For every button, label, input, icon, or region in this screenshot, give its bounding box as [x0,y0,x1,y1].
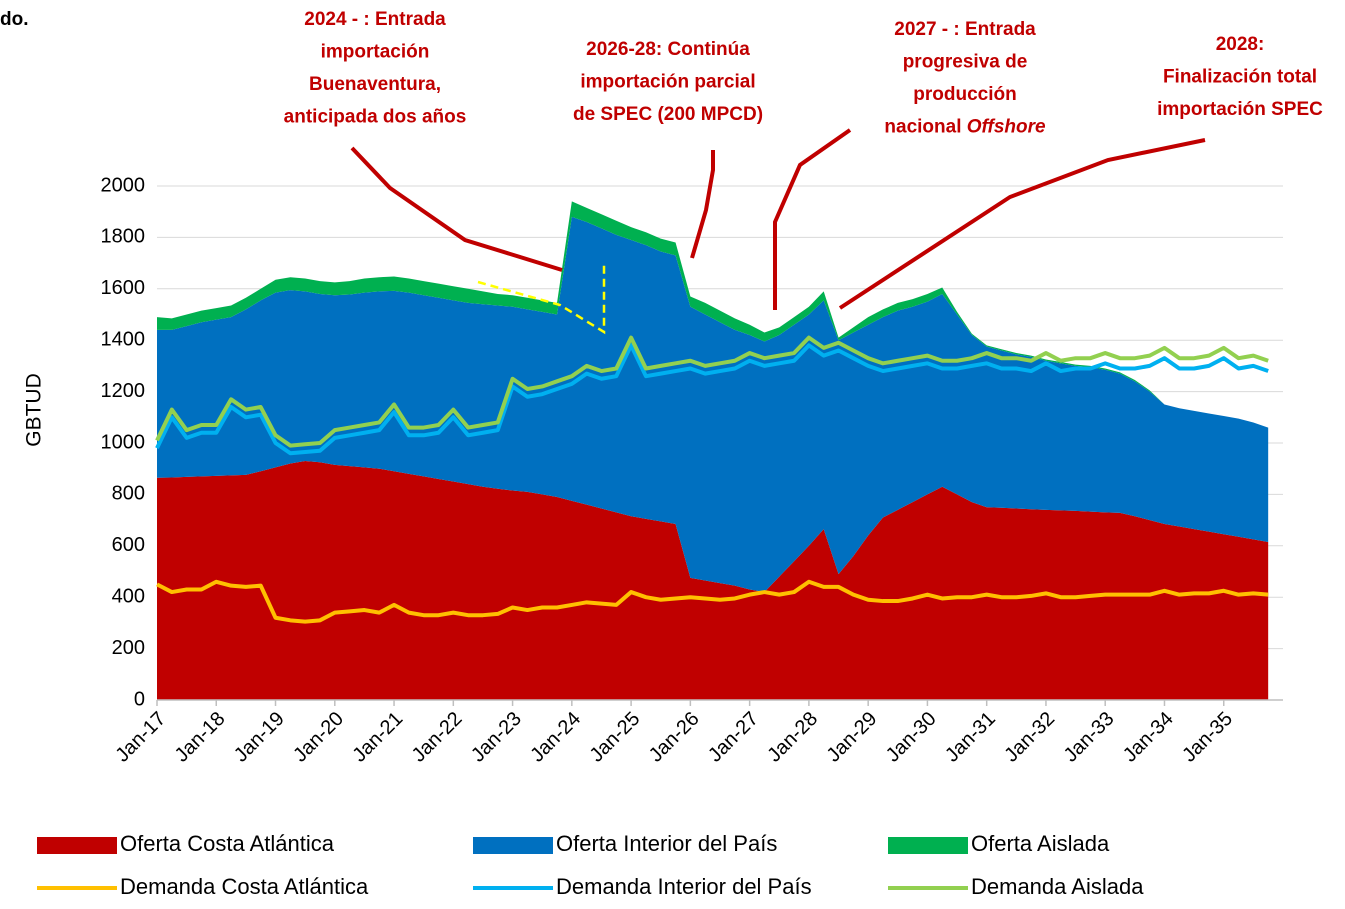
leader-line [350,146,563,272]
x-tick-label: Jan-26 [645,708,704,767]
x-tick-label: Jan-32 [1000,708,1059,767]
y-tick-label: 200 [112,637,145,659]
legend-label: Oferta Costa Atlántica [120,831,335,856]
line [155,335,1269,448]
x-tick-label: Jan-34 [1119,708,1178,767]
y-tick-label: 600 [112,534,145,556]
y-tick-label: 1000 [101,431,146,453]
annotations: 2024 - : Entrada importación Buenaventura,… [284,9,1323,138]
plot-area [155,201,1269,700]
annotation-line: de SPEC (200 MPCD) [573,104,763,125]
line [156,579,1269,624]
annotation-line: importación [321,42,430,63]
x-tick-label: Jan-30 [882,708,941,767]
x-tick-label: Jan-17 [111,708,170,767]
caption-fragment: do. [0,9,29,30]
y-tick-label: 1400 [101,328,146,350]
legend-label: Demanda Interior del País [556,874,812,899]
x-tick-label: Jan-23 [467,708,526,767]
annotation-leaders [350,128,1206,335]
leader-line [838,138,1206,310]
x-tick-label: Jan-21 [349,708,408,767]
annotation-line: anticipada dos años [284,107,467,128]
area [157,201,1269,428]
leader-line [773,128,852,310]
annotation-line: producción [913,84,1016,105]
annotation-line: 2027 - : Entrada [894,19,1036,40]
legend-swatch [37,837,117,854]
annotation-line: 2026-28: Continúa [586,39,750,60]
annotation-line: 2028: [1216,34,1265,55]
annotation-line: importación parcial [580,72,755,93]
dashed-marker [477,262,606,335]
y-tick-label: 400 [112,585,145,607]
legend-label: Demanda Aislada [971,874,1144,899]
line [155,343,1269,456]
x-tick-label: Jan-28 [763,708,822,767]
annotation-line: nacional Offshore [884,117,1046,138]
x-tick-label: Jan-20 [289,708,348,767]
x-tick-label: Jan-35 [1178,708,1237,767]
area [157,216,1269,593]
x-tick-label: Jan-29 [823,708,882,767]
legend: Oferta Costa Atlántica Oferta Interior de… [37,831,1144,899]
x-tick-label: Jan-27 [704,708,763,767]
y-tick-label: 1200 [101,380,146,402]
annotation-line: Finalización total [1163,67,1317,88]
y-tick-label: 1800 [101,226,146,248]
y-tick-label: 1600 [101,277,146,299]
x-tick-label: Jan-18 [171,708,230,767]
annotation-line: 2024 - : Entrada [304,9,446,30]
legend-label: Oferta Interior del País [556,831,777,856]
leader-line [690,150,715,259]
legend-label: Demanda Costa Atlántica [120,874,369,899]
x-tick-label: Jan-25 [586,708,645,767]
legend-swatch [473,837,553,854]
x-tick-label: Jan-33 [1060,708,1119,767]
x-tick-label: Jan-24 [526,708,585,767]
x-tick-label: Jan-19 [230,708,289,767]
annotation-line: importación SPEC [1157,99,1323,120]
legend-swatch [888,837,968,854]
annotation-line: progresiva de [903,52,1028,73]
annotation-line: Buenaventura, [309,74,441,95]
y-axis-label: GBTUD [23,373,46,447]
annotation-italic: Offshore [967,117,1046,138]
y-tick-label: 0 [134,688,145,710]
area [157,460,1269,700]
x-tick-label: Jan-31 [941,708,1000,767]
x-tick-label: Jan-22 [408,708,467,767]
legend-label: Oferta Aislada [971,831,1110,856]
y-tick-label: 800 [112,483,145,505]
y-tick-label: 2000 [101,174,146,196]
